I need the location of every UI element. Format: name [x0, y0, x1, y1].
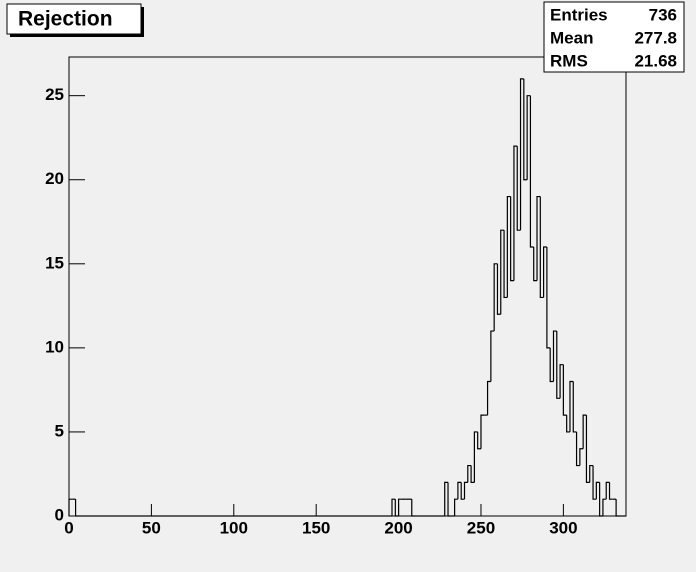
histogram-bin	[519, 78, 524, 231]
histogram-bin	[562, 364, 567, 416]
histogram-bin	[411, 499, 416, 517]
x-tick-label: 100	[220, 518, 248, 537]
title-box	[6, 3, 142, 35]
histogram-bin	[493, 263, 498, 332]
histogram-bin	[500, 229, 505, 315]
x-tick-label: 0	[64, 518, 73, 537]
histogram-bin	[447, 482, 452, 517]
y-tick-label: 15	[45, 253, 64, 272]
y-tick-label: 0	[55, 505, 64, 524]
histogram-bin	[569, 380, 574, 432]
histogram-bin	[486, 380, 491, 416]
y-tick-label: 20	[45, 169, 64, 188]
histogram-bin	[391, 498, 396, 516]
histogram-bin	[529, 95, 534, 248]
histogram-bin	[496, 263, 501, 315]
histogram-bin	[579, 448, 584, 466]
histogram-bin	[589, 464, 594, 483]
histogram-bin	[473, 431, 478, 483]
histogram-bin	[463, 481, 468, 500]
histogram-bin	[592, 465, 597, 500]
histogram-bin	[556, 331, 561, 399]
y-tick-label: 10	[45, 337, 64, 356]
histogram-bin	[457, 481, 462, 500]
x-tick-label: 250	[467, 518, 495, 537]
histogram-bin	[470, 465, 475, 483]
histogram-bin	[513, 145, 518, 281]
histogram-bin	[503, 230, 508, 299]
histogram-bin	[543, 246, 547, 298]
histogram-bin	[454, 498, 458, 516]
histogram-bin	[575, 431, 580, 467]
stats-box	[543, 1, 685, 73]
histogram-bin	[480, 414, 485, 449]
histogram-bin	[552, 330, 557, 382]
stats-label: Entries	[550, 5, 608, 24]
y-tick-label: 25	[45, 85, 64, 104]
histogram-bin	[506, 195, 511, 298]
stats-value: 277.8	[634, 28, 677, 47]
chart-title: Rejection	[18, 8, 113, 31]
histogram-bin	[523, 78, 528, 181]
histogram-bin	[510, 196, 514, 282]
histogram-bin	[615, 499, 620, 517]
stats-label: Mean	[550, 28, 593, 47]
histogram-bin	[572, 381, 577, 433]
histogram-bin	[490, 330, 495, 382]
histogram-bin	[68, 498, 73, 516]
histogram-bin	[559, 364, 564, 399]
histogram-bin	[74, 499, 79, 517]
histogram-bin	[394, 499, 399, 517]
x-tick-label: 50	[142, 518, 161, 537]
histogram-bin	[536, 195, 541, 281]
y-tick-label: 5	[55, 421, 64, 440]
histogram-bin	[585, 415, 590, 483]
stats-label: RMS	[550, 51, 588, 70]
stats-value: 736	[649, 5, 677, 24]
histogram-bin	[582, 414, 587, 449]
histogram-bin	[444, 481, 449, 516]
histogram-bin	[566, 415, 570, 433]
histogram-bin	[516, 146, 521, 231]
histogram-bin	[608, 482, 613, 500]
histogram-bin	[533, 246, 538, 282]
histogram-bin	[539, 196, 544, 299]
histogram-bin	[549, 347, 554, 383]
histogram-bin	[526, 95, 531, 180]
histogram-bin	[602, 498, 607, 516]
x-tick-label: 150	[302, 518, 330, 537]
histogram-bin	[460, 482, 465, 500]
histogram-bin	[477, 431, 481, 450]
histogram-bin	[467, 464, 472, 483]
histogram-bin	[397, 498, 402, 516]
histogram-bin	[605, 481, 610, 500]
histogram-bin	[595, 481, 600, 500]
histogram-bin	[599, 482, 603, 517]
x-tick-label: 200	[384, 518, 412, 537]
x-tick-label: 300	[549, 518, 577, 537]
histogram-bin	[546, 246, 551, 349]
stats-value: 21.68	[634, 51, 677, 70]
